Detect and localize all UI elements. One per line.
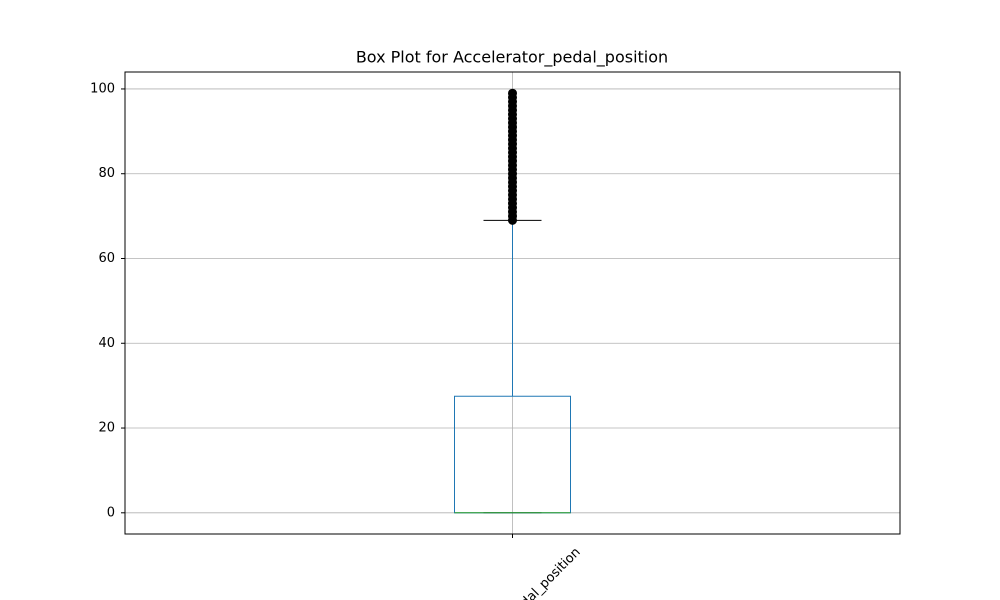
y-tick-label: 40 [98, 336, 115, 351]
y-tick-label: 20 [98, 421, 115, 436]
y-tick-label: 80 [98, 166, 115, 181]
plot-frame [124, 71, 901, 535]
y-tick-label: 0 [107, 505, 115, 520]
flier [508, 88, 517, 98]
y-tick-label: 60 [98, 251, 115, 266]
y-tick-label: 100 [90, 81, 115, 96]
chart-title: Box Plot for Accelerator_pedal_position [356, 48, 668, 68]
